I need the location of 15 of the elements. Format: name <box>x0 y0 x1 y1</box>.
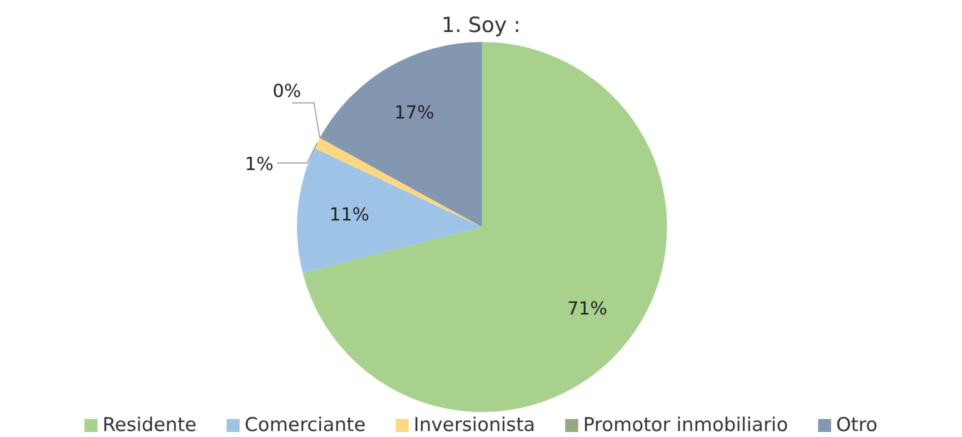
data-label: 17% <box>394 102 434 124</box>
legend-label: Otro <box>836 414 878 436</box>
data-label: 11% <box>329 204 370 226</box>
chart-title: 1. Soy : <box>441 13 521 37</box>
data-label: 71% <box>567 298 608 320</box>
legend-label: Residente <box>102 414 197 436</box>
pie-slice <box>320 42 482 227</box>
pie-slice <box>314 138 482 227</box>
pie-slice <box>302 42 667 412</box>
legend-label: Promotor inmobiliario <box>583 414 788 436</box>
legend-label: Comerciante <box>244 414 366 436</box>
legend-label: Inversionista <box>414 414 536 436</box>
data-label: 1% <box>244 154 274 176</box>
pie-slice <box>297 148 482 274</box>
text: 0% <box>272 80 302 102</box>
